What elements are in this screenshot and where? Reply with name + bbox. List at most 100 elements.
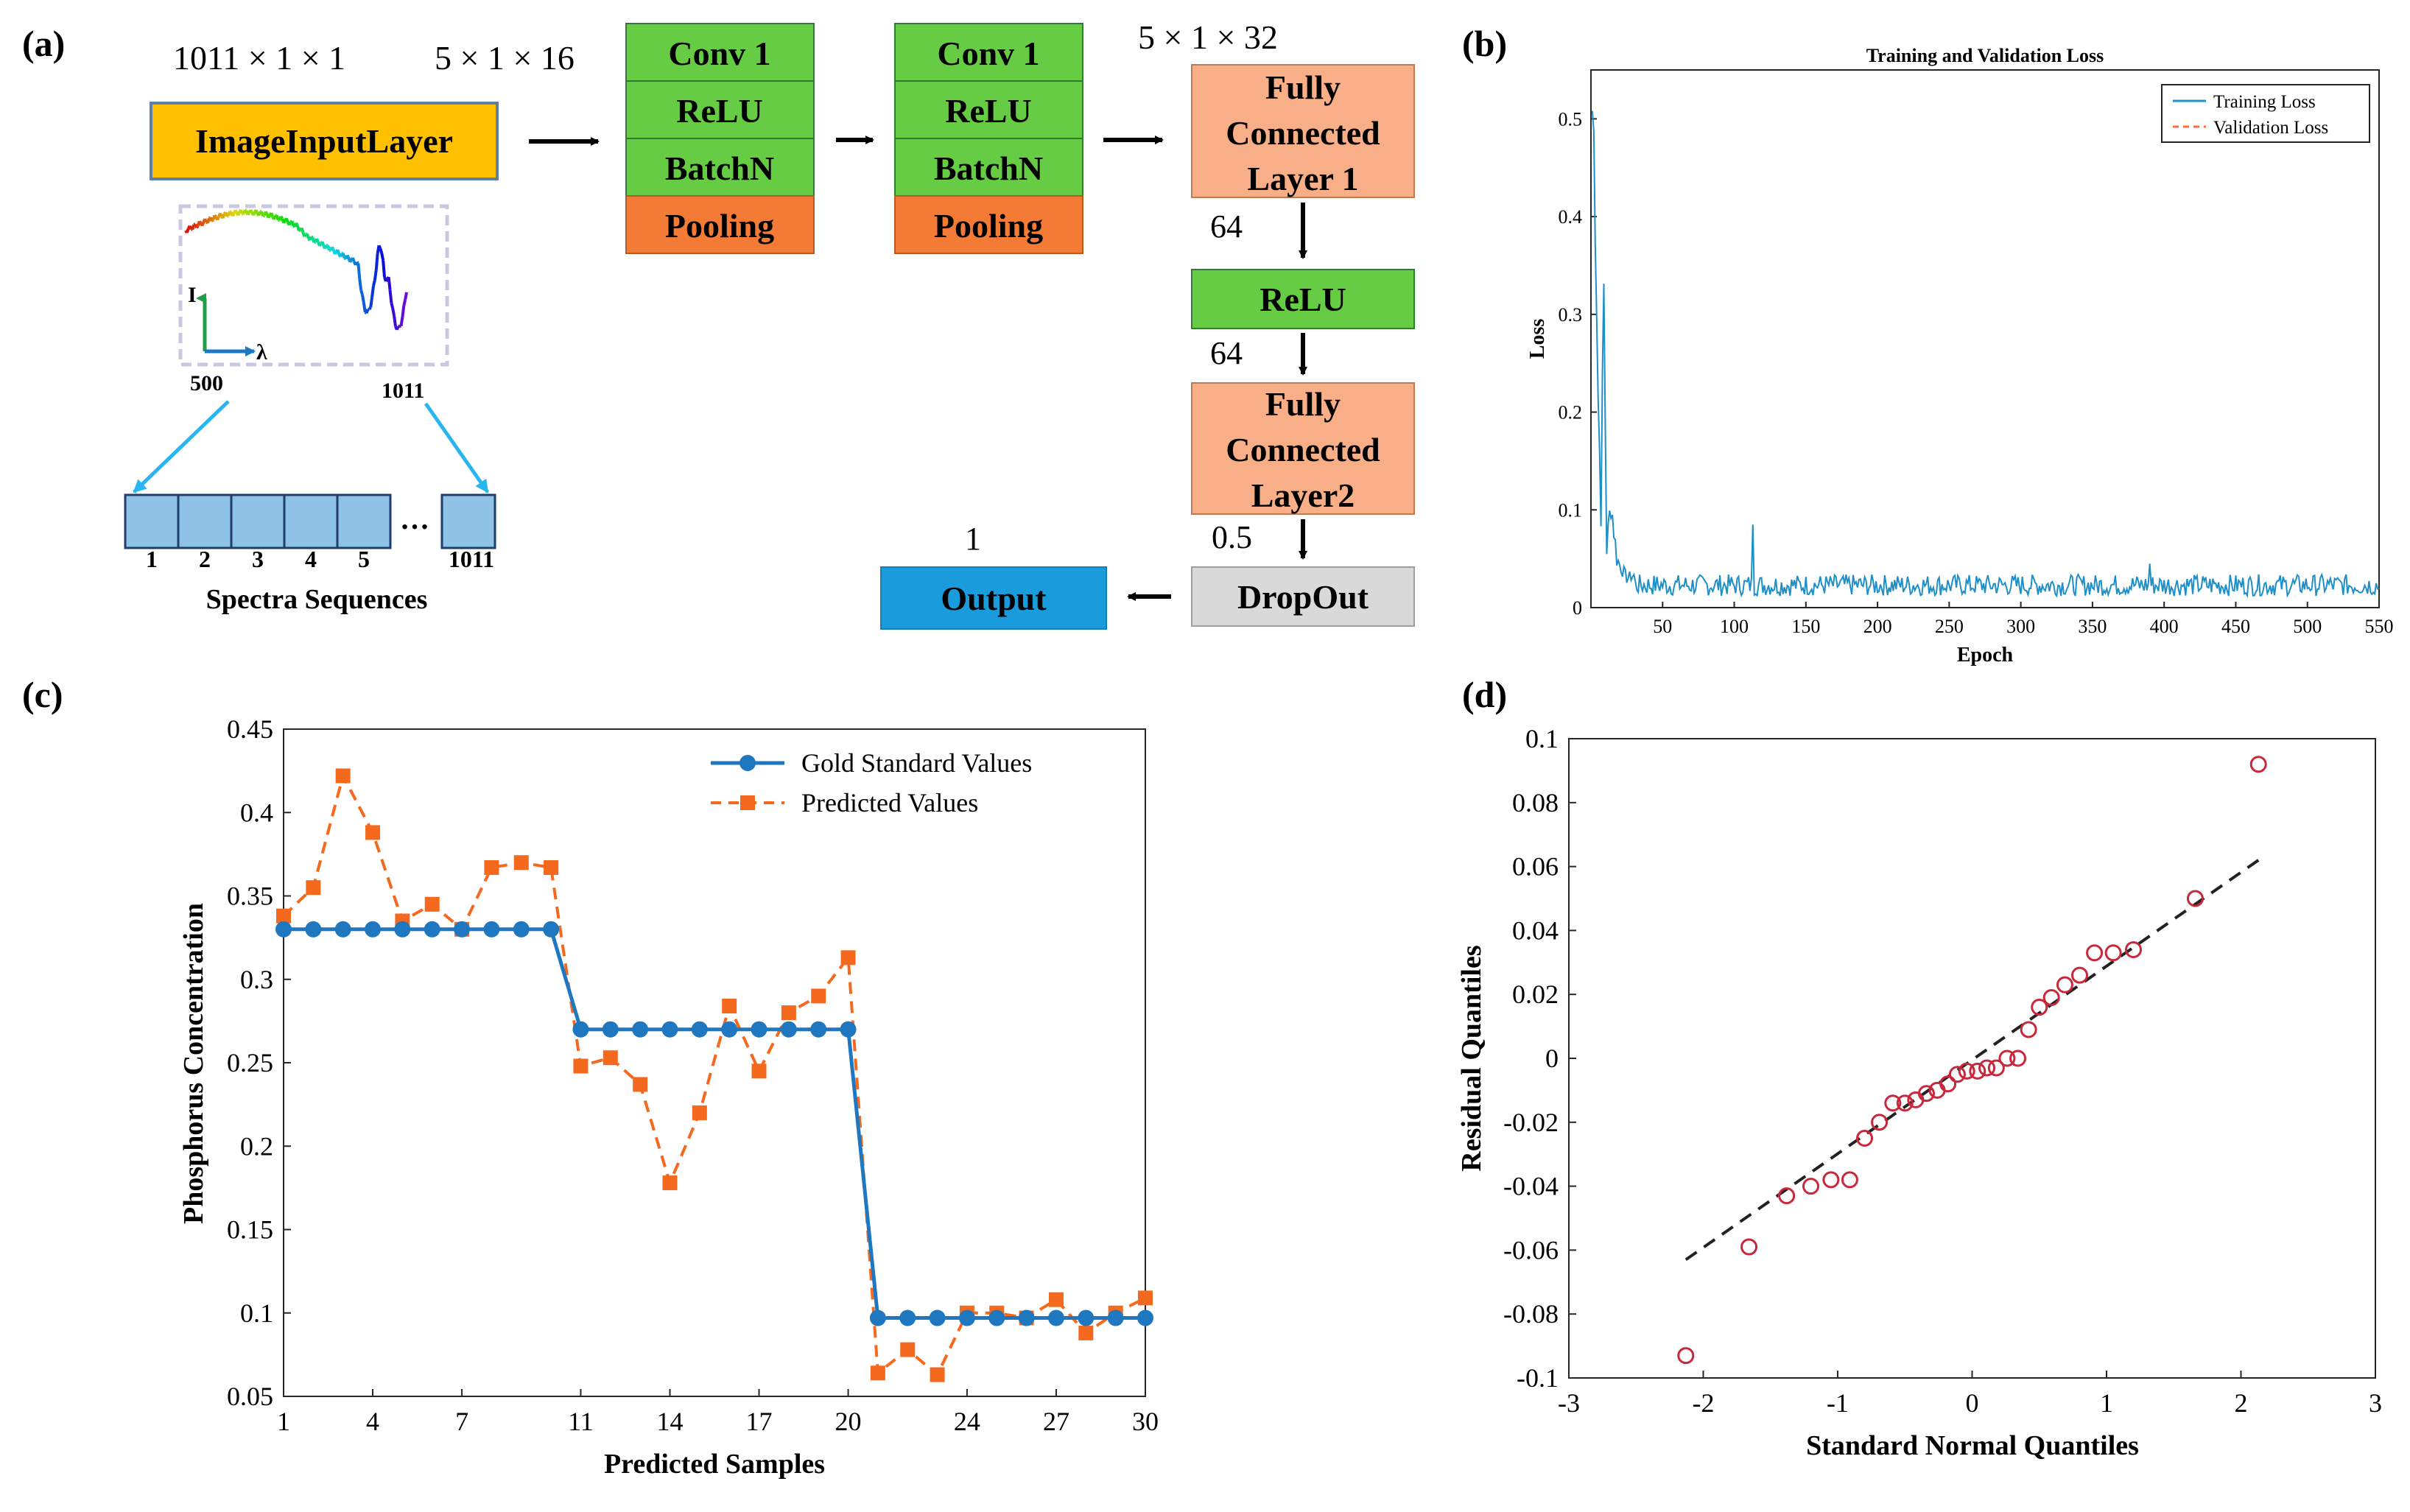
spectrum-segment [340, 253, 342, 257]
predicted-point [662, 1175, 677, 1190]
gold-standard-point [572, 1022, 589, 1038]
pool2-label: Pooling [934, 207, 1043, 245]
gold-standard-point [661, 1022, 678, 1038]
x-tick-label: 3 [2369, 1388, 2382, 1418]
conv2-label: Conv 1 [937, 35, 1039, 72]
x-tick-label: 50 [1653, 616, 1672, 637]
spectrum-segment [307, 233, 309, 239]
input-dim: 1011 × 1 × 1 [173, 39, 345, 77]
y-tick-label: 0 [1545, 1044, 1559, 1073]
conv1-label: Conv 1 [668, 35, 770, 72]
spectrum-segment [328, 245, 329, 250]
predicted-point [336, 768, 351, 783]
predicted-point [365, 825, 380, 840]
spectrum-segment [369, 307, 370, 309]
gold-standard-point [394, 921, 410, 938]
qq-ylabel: Residual Quantiles [1456, 945, 1487, 1171]
spectrum-segment [379, 245, 381, 248]
x-tick-label: 250 [1935, 616, 1964, 637]
conv2-dim: 5 × 1 × 32 [1138, 18, 1278, 56]
spectrum-segment [287, 218, 288, 222]
sequence-cell [337, 495, 390, 548]
y-tick-label: 0.2 [1559, 402, 1583, 423]
fc1-label-line1: Fully [1265, 68, 1341, 106]
predicted-point [603, 1050, 618, 1065]
y-tick-label: 0.08 [1512, 788, 1559, 817]
x-tick-label: 11 [568, 1407, 594, 1436]
spectrum-segment [274, 216, 275, 219]
gold-standard-point [1019, 1310, 1035, 1326]
spectrum-segment [187, 228, 189, 233]
architecture-diagram: 1011 × 1 × 1 5 × 1 × 16 5 × 1 × 32 Image… [125, 18, 1414, 629]
spectrum-segment [256, 210, 258, 214]
loss-ylabel: Loss [1526, 319, 1549, 359]
spectrum-segment [317, 239, 318, 242]
legend-val-label: Validation Loss [2213, 118, 2328, 138]
fc1-out: 64 [1210, 208, 1243, 245]
fc2-label-line3: Layer2 [1251, 477, 1355, 514]
x-tick-label: 27 [1043, 1407, 1069, 1436]
spectrum-segment [362, 295, 364, 303]
predicted-point [425, 897, 440, 912]
y-tick-label: 0.1 [240, 1298, 273, 1328]
prediction-chart: Predicted Samples Phosphorus Concentrati… [178, 714, 1159, 1480]
gold-standard-point [721, 1022, 737, 1038]
sequence-index: 5 [358, 546, 370, 572]
predicted-point [1049, 1293, 1064, 1307]
spectrum-segment [245, 210, 247, 211]
spectrum-segment [375, 270, 376, 281]
spectrum-segment [358, 263, 359, 278]
x-tick-label: 4 [366, 1407, 379, 1436]
spectrum-segment [357, 262, 359, 264]
pool1-label: Pooling [665, 207, 774, 245]
predicted-point [306, 880, 320, 895]
spectrum-segment [397, 326, 398, 330]
predicted-point [276, 909, 291, 924]
legend-train-label: Training Loss [2213, 92, 2316, 112]
x-tick-label: 2 [2235, 1388, 2248, 1418]
gold-standard-point [454, 921, 470, 938]
gold-standard-point [930, 1310, 946, 1326]
spectrum-segment [372, 286, 373, 297]
fc2-label-line1: Fully [1265, 385, 1341, 423]
spectrum-segment [266, 211, 267, 214]
sequence-index: 4 [305, 546, 317, 572]
x-tick-label: 400 [2150, 616, 2179, 637]
spectrum-segment [250, 210, 252, 212]
spectrum-segment [373, 280, 375, 286]
spectrum-segment [323, 242, 324, 246]
y-tick-label: 0.1 [1559, 499, 1583, 521]
sequence-cell [125, 495, 178, 548]
legend-gold-marker [739, 755, 756, 771]
gold-standard-point [305, 921, 321, 938]
spectrum-segment [390, 290, 392, 303]
arrow-spectrum-start [134, 401, 228, 492]
conv1-dim: 5 × 1 × 16 [435, 39, 575, 77]
spectrum-segment [269, 215, 270, 218]
spectrum-segment [383, 260, 384, 277]
spectrum-segment [197, 226, 198, 228]
predicted-point [752, 1063, 767, 1078]
spectrum-segment [203, 222, 204, 225]
predicted-point [692, 1105, 707, 1120]
spectrum-segment [367, 309, 368, 313]
y-tick-label: -0.08 [1503, 1299, 1559, 1329]
x-tick-label: -1 [1827, 1388, 1849, 1418]
x-tick-label: 30 [1132, 1407, 1159, 1436]
spectrum-segment [361, 290, 362, 295]
spectrum-segment [263, 216, 264, 217]
spectrum-frame [180, 206, 447, 365]
y-tick-label: 0.5 [1559, 108, 1583, 130]
spectrum-segment [223, 214, 225, 218]
gold-standard-point [692, 1022, 708, 1038]
y-tick-label: -0.06 [1503, 1235, 1559, 1265]
spectrum-segment [220, 214, 222, 217]
spectrum-segment [284, 221, 285, 223]
spectrum-segment [350, 261, 351, 262]
panel-label-c: (c) [22, 674, 63, 715]
predicted-point [573, 1059, 588, 1074]
predicted-point [484, 860, 499, 875]
x-tick-label: 300 [2006, 616, 2035, 637]
spectrum-segment [391, 303, 393, 309]
spectrum-segment [241, 210, 242, 214]
